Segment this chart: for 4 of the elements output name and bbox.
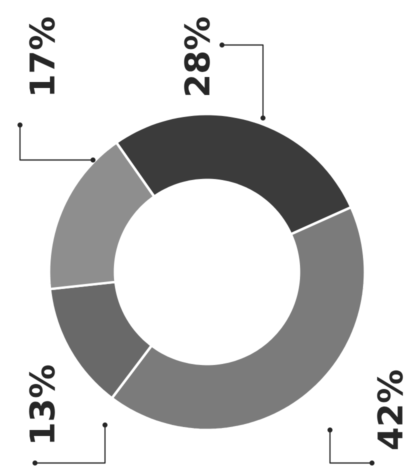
data-label: 17% (29, 17, 55, 94)
data-label: 28% (184, 17, 210, 96)
data-label: 13% (29, 365, 55, 442)
data-label: 42% (377, 370, 403, 450)
